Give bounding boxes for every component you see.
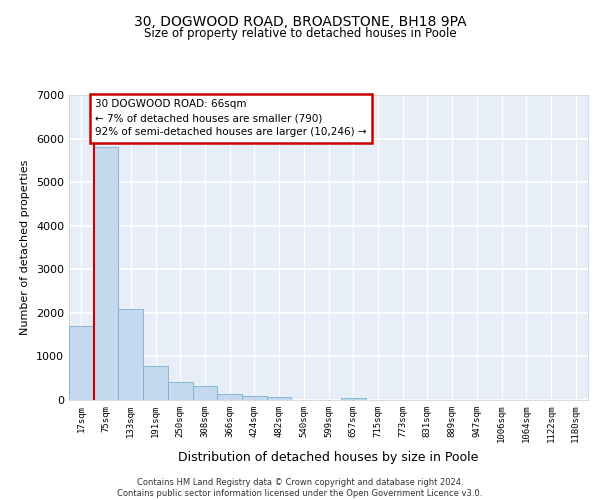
Bar — [143, 366, 168, 400]
Text: Size of property relative to detached houses in Poole: Size of property relative to detached ho… — [143, 28, 457, 40]
X-axis label: Distribution of detached houses by size in Poole: Distribution of detached houses by size … — [178, 451, 479, 464]
Text: 30, DOGWOOD ROAD, BROADSTONE, BH18 9PA: 30, DOGWOOD ROAD, BROADSTONE, BH18 9PA — [134, 15, 466, 29]
Text: Contains HM Land Registry data © Crown copyright and database right 2024.
Contai: Contains HM Land Registry data © Crown c… — [118, 478, 482, 498]
Text: 30 DOGWOOD ROAD: 66sqm
← 7% of detached houses are smaller (790)
92% of semi-det: 30 DOGWOOD ROAD: 66sqm ← 7% of detached … — [95, 100, 367, 138]
Bar — [69, 326, 94, 400]
Bar — [168, 382, 193, 400]
Bar — [242, 396, 267, 400]
Bar — [217, 394, 242, 400]
Bar — [94, 148, 118, 400]
Bar — [267, 398, 292, 400]
Bar — [193, 386, 217, 400]
Bar — [341, 398, 365, 400]
Bar — [118, 308, 143, 400]
Y-axis label: Number of detached properties: Number of detached properties — [20, 160, 31, 335]
